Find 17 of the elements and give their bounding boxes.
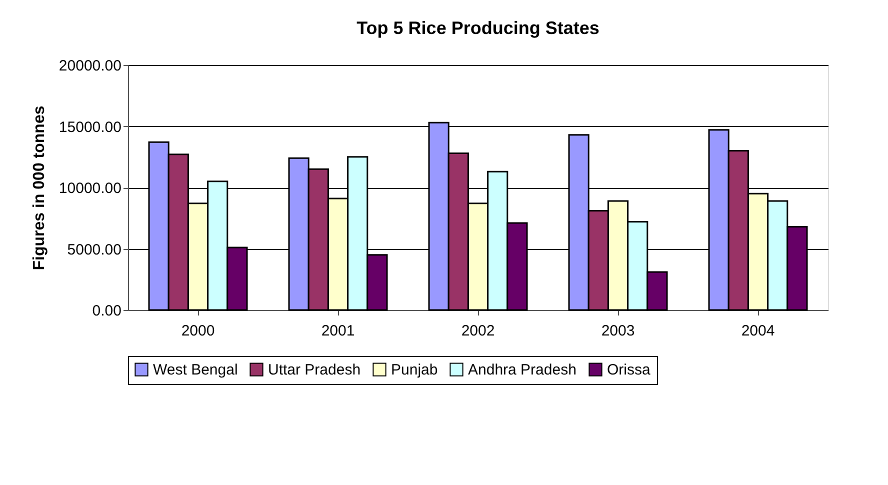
x-tick-label: 2003 bbox=[601, 322, 635, 340]
y-tick-label: 15000.00 bbox=[58, 118, 122, 136]
x-tick-label: 2001 bbox=[321, 322, 355, 340]
y-axis-title: Figures in 000 tonnes bbox=[30, 106, 48, 270]
chart-title: Top 5 Rice Producing States bbox=[356, 18, 600, 38]
x-tick-label: 2000 bbox=[181, 322, 215, 340]
legend-label: Uttar Pradesh bbox=[268, 362, 361, 379]
y-tick-label: 20000.00 bbox=[58, 58, 122, 74]
x-tick-label: 2002 bbox=[461, 322, 495, 340]
y-tick-label: 5000.00 bbox=[67, 241, 122, 258]
legend-label: Orissa bbox=[607, 362, 651, 379]
y-tick-label: 0.00 bbox=[92, 302, 122, 320]
legend-label: Punjab bbox=[391, 362, 438, 379]
x-tick-label: 2004 bbox=[741, 322, 775, 340]
legend-label: West Bengal bbox=[153, 362, 238, 379]
legend-label: Andhra Pradesh bbox=[468, 362, 576, 379]
y-tick-label: 10000.00 bbox=[58, 180, 122, 197]
